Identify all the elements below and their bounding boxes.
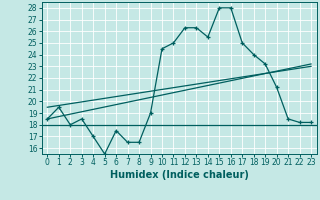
X-axis label: Humidex (Indice chaleur): Humidex (Indice chaleur) [110, 170, 249, 180]
